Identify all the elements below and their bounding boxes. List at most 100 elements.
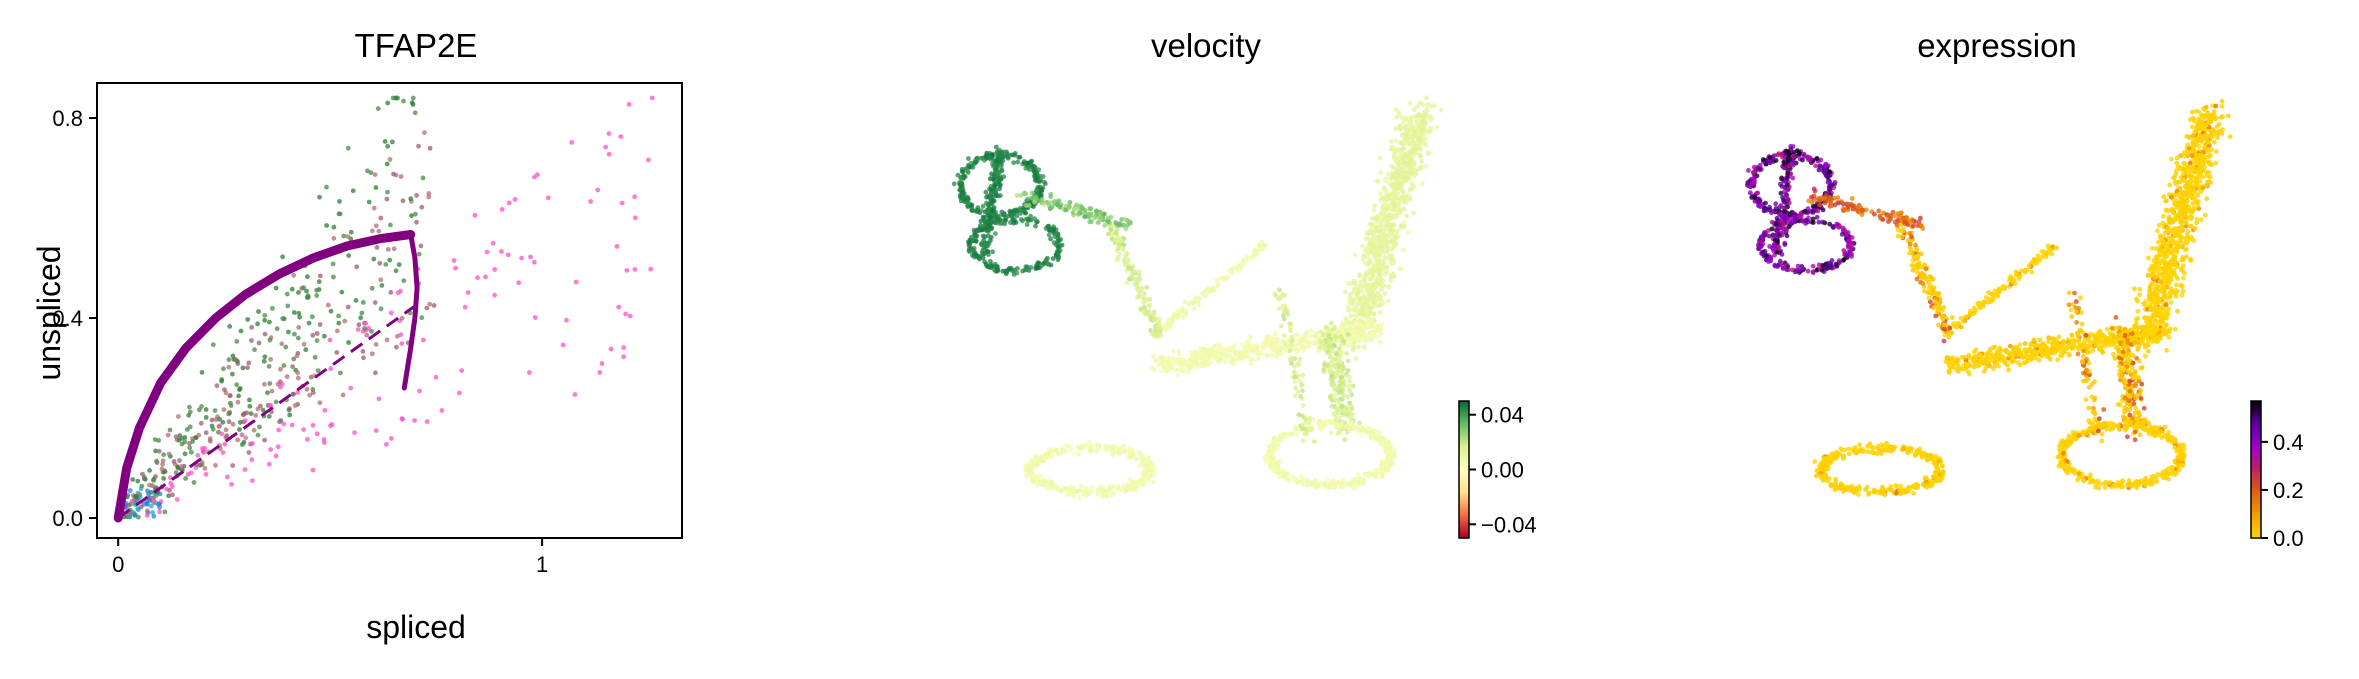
cell-point (1353, 305, 1359, 310)
cell-point (224, 474, 230, 480)
cell-point (325, 302, 331, 308)
cell-point (987, 186, 992, 192)
cell-point (1388, 260, 1394, 266)
cell-point (170, 492, 175, 498)
cell-point (370, 228, 375, 234)
cell-point (1231, 265, 1236, 271)
cell-point (371, 205, 377, 211)
cell-point (281, 363, 287, 368)
cell-point (317, 273, 323, 279)
cell-point (1134, 456, 1139, 462)
cell-point (373, 185, 379, 191)
cell-point (371, 256, 377, 262)
cell-point (560, 342, 566, 348)
cell-point (1356, 308, 1362, 314)
cell-point (382, 139, 388, 144)
cell-point (375, 106, 381, 111)
cell-point (1007, 211, 1013, 217)
cell-point (410, 102, 416, 107)
cell-point (1404, 213, 1410, 219)
cell-point (1382, 466, 1388, 472)
cell-point (2169, 156, 2174, 162)
cell-point (1373, 215, 1379, 220)
cell-point (1292, 364, 1298, 370)
cell-point (1211, 344, 1217, 349)
cell-point (1321, 367, 1326, 373)
cell-point (310, 422, 316, 428)
cell-point (1329, 373, 1335, 379)
cell-point (187, 409, 193, 415)
cell-point (957, 182, 963, 188)
cell-point (1384, 195, 1390, 201)
cell-point (951, 181, 957, 187)
cell-point (1366, 230, 1372, 236)
cell-point (1006, 266, 1012, 271)
cell-point (1386, 439, 1392, 445)
cell-point (2164, 348, 2170, 353)
cell-point (227, 400, 233, 406)
cell-point (373, 223, 379, 229)
cell-point (1421, 102, 1426, 107)
induction-curve (113, 230, 416, 523)
cell-point (1321, 481, 1327, 487)
cell-point (376, 228, 382, 234)
cell-point (2178, 219, 2184, 225)
cell-point (290, 364, 295, 369)
cell-point (1098, 215, 1104, 221)
cell-point (1295, 361, 1301, 367)
cell-point (1120, 247, 1126, 252)
cell-point (1375, 229, 1380, 235)
cell-point (1095, 220, 1101, 226)
cell-point (1403, 175, 1409, 181)
cell-point (1014, 193, 1020, 198)
cell-point (2132, 286, 2137, 292)
cell-point (1370, 329, 1376, 334)
cell-point (203, 471, 209, 477)
cell-point (1368, 276, 1374, 281)
cell-point (958, 175, 963, 181)
cell-point (433, 374, 439, 380)
cell-point (1134, 277, 1139, 282)
cell-point (378, 215, 384, 221)
cell-point (1085, 491, 1091, 497)
cell-point (1417, 113, 1422, 118)
cell-point (2177, 244, 2183, 249)
cell-point (340, 392, 346, 398)
cell-point (2182, 247, 2188, 253)
cell-point (1397, 114, 1403, 119)
cell-point (2161, 213, 2166, 219)
cell-point (184, 427, 190, 432)
cell-point (1273, 468, 1279, 473)
cell-point (222, 387, 227, 392)
cell-point (1326, 329, 1331, 335)
cell-point (632, 215, 638, 221)
cell-point (1348, 291, 1354, 297)
cell-point (1342, 408, 1348, 413)
cell-point (198, 420, 204, 426)
cell-point (1344, 350, 1349, 356)
cell-point (2201, 113, 2206, 119)
cell-point (2157, 252, 2163, 258)
cell-point (284, 291, 290, 297)
cell-point (2181, 150, 2187, 156)
cell-point (199, 370, 205, 375)
cell-point (245, 317, 251, 322)
cell-point (2166, 260, 2172, 266)
cell-point (1301, 348, 1307, 354)
cell-point (203, 407, 209, 412)
cell-point (237, 386, 243, 391)
cell-point (1331, 342, 1337, 348)
cell-point (614, 244, 620, 249)
cell-point (1146, 303, 1152, 308)
cell-point (1361, 294, 1367, 299)
cell-point (342, 318, 348, 324)
cell-point (1385, 226, 1390, 232)
cell-point (266, 461, 272, 467)
cell-point (249, 478, 255, 483)
cell-point (492, 292, 497, 298)
cell-point (379, 283, 385, 288)
cell-point (409, 213, 414, 219)
cell-point (1210, 354, 1215, 360)
cell-point (2219, 98, 2225, 104)
cell-point (985, 227, 991, 233)
